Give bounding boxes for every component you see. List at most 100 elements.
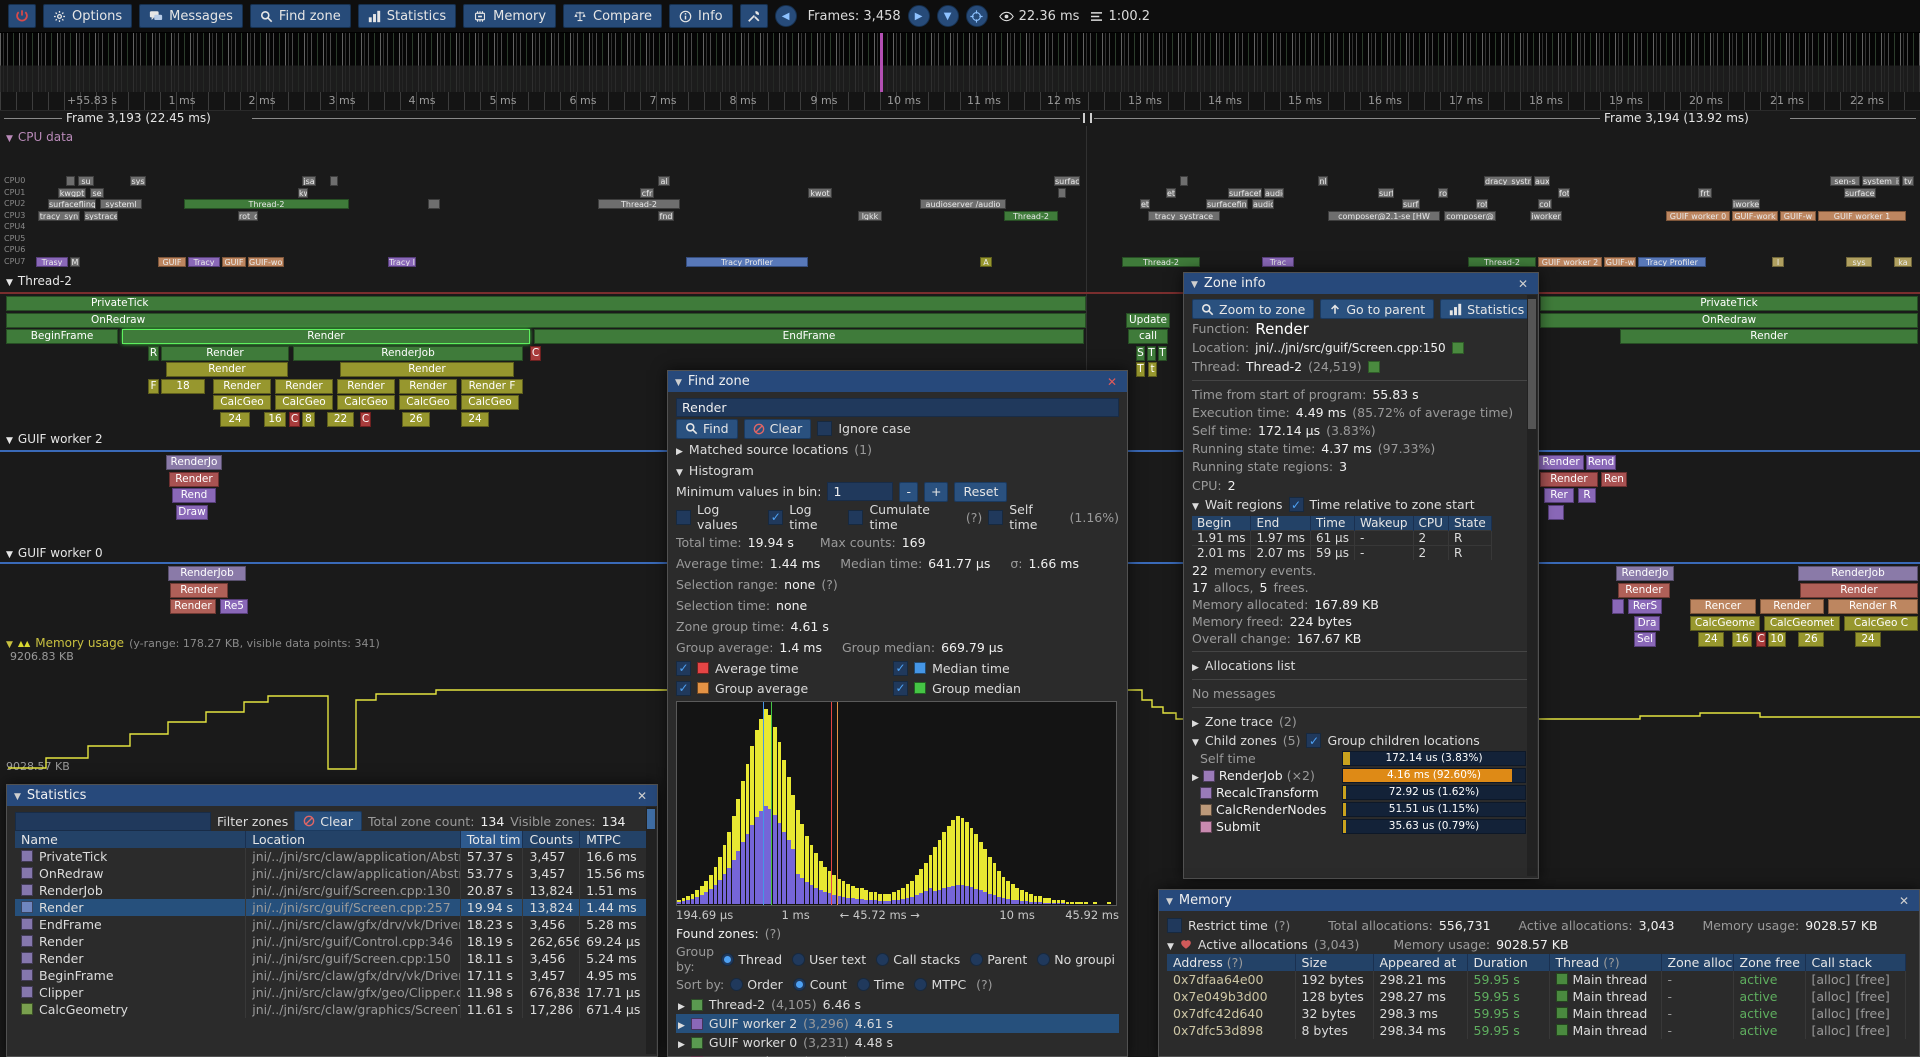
- cpu-zone-surfacefing[interactable]: surfacefing: [1844, 188, 1876, 198]
- found-zone-group-guif-worker-0[interactable]: GUIF worker 0(3,231)4.48 s: [676, 1033, 1119, 1052]
- thread-section-header-thread-2[interactable]: Thread-2: [6, 274, 72, 288]
- cpu-zone-tracy-systrace[interactable]: tracy_systrace: [1148, 211, 1220, 221]
- cpu-zone-su[interactable]: su: [78, 176, 94, 186]
- zone-unnamed[interactable]: [1612, 599, 1624, 614]
- zone-calcgeo[interactable]: CalcGeo: [461, 395, 519, 410]
- zone-r[interactable]: R: [148, 346, 159, 361]
- zone-render[interactable]: Render: [1540, 472, 1598, 487]
- cpu-zone-surfacefinger[interactable]: surfacefinger: [1206, 199, 1248, 209]
- expand-arrow-icon[interactable]: [678, 1035, 685, 1050]
- radio-sort-by-time[interactable]: Time: [857, 977, 905, 992]
- find-zone-titlebar[interactable]: Find zone ✕: [668, 371, 1127, 392]
- expand-arrow-icon[interactable]: [1192, 714, 1199, 729]
- cpu-zone-fnd[interactable]: fnd: [658, 211, 674, 221]
- table-row-onredraw[interactable]: OnRedrawjni/../jni/src/claw/application/…: [15, 865, 651, 882]
- cpu-zone-thread-2[interactable]: Thread-2: [1122, 257, 1200, 267]
- child-zone-row-calcrendernodes[interactable]: CalcRenderNodes51.51 us (1.15%): [1192, 801, 1530, 818]
- frame-bounds-bar[interactable]: Frame 3,193 (22.45 ms) Frame 3,194 (13.9…: [0, 110, 1920, 126]
- cpu-zone-guif-w[interactable]: GUIF-w: [1780, 211, 1816, 221]
- free-link[interactable]: [free]: [1855, 1023, 1889, 1038]
- sort-by-radio-icon[interactable]: [793, 978, 806, 991]
- found-zone-group-guif-worker-1[interactable]: GUIF worker 1(3,192)4.39 s: [676, 1052, 1119, 1057]
- zone-18[interactable]: 18: [161, 379, 205, 394]
- toolbar-button-compare[interactable]: Compare: [563, 4, 662, 28]
- found-zone-group-guif-worker-2[interactable]: GUIF worker 2(3,296)4.61 s: [676, 1014, 1119, 1033]
- cpu-zone-surfaceflinger[interactable]: surfaceflinger: [48, 199, 96, 209]
- zone-renderjo[interactable]: RenderJo: [1616, 566, 1674, 581]
- column-header-mtpc[interactable]: MTPC: [580, 831, 651, 848]
- cpu-zone-iworke[interactable]: iworke: [1732, 199, 1760, 209]
- cumulate-time-checkbox[interactable]: [848, 510, 863, 525]
- zone-renderjo[interactable]: RenderJo: [166, 455, 222, 470]
- alloc-link[interactable]: [alloc]: [1812, 972, 1851, 987]
- column-header-begin[interactable]: Begin: [1192, 516, 1251, 531]
- self-time-checkbox[interactable]: [988, 510, 1003, 525]
- cpu-zone-lgkk[interactable]: lgkk: [858, 211, 882, 221]
- toolbar-button-memory[interactable]: Memory: [463, 4, 556, 28]
- table-row-render[interactable]: Renderjni/../jni/src/guif/Screen.cpp:257…: [15, 899, 651, 916]
- cpu-zone-frt[interactable]: frt: [1698, 188, 1712, 198]
- cpu-zone-iworker[interactable]: iworker: [1530, 211, 1562, 221]
- alloc-link[interactable]: [alloc]: [1812, 1023, 1851, 1038]
- zone-rers[interactable]: RerS: [1628, 599, 1662, 614]
- cpu-zone-trasy[interactable]: Trasy: [36, 257, 68, 267]
- cpu-zone-fot[interactable]: fot: [1558, 188, 1570, 198]
- zone-24[interactable]: 24: [461, 412, 489, 427]
- cpu-zone-thread-2[interactable]: Thread-2: [1468, 257, 1536, 267]
- cpu-zone-tv[interactable]: tv: [1902, 176, 1914, 186]
- zone-render[interactable]: Render: [337, 379, 395, 394]
- cpu-zone-rot[interactable]: rot: [1476, 199, 1488, 209]
- cpu-zone-guif[interactable]: GUIF: [222, 257, 246, 267]
- cpu-zone-tracy-syn[interactable]: tracy_syn: [38, 211, 80, 221]
- sort-by-radio-icon[interactable]: [914, 978, 927, 991]
- zone-8[interactable]: 8: [302, 412, 315, 427]
- zone-ren[interactable]: Ren: [1601, 472, 1627, 487]
- zone-privatetick[interactable]: PrivateTick: [6, 296, 1086, 311]
- zone-info-scrollbar[interactable]: [1527, 295, 1537, 876]
- zone-calcgeo[interactable]: CalcGeo: [399, 395, 457, 410]
- cpu-zone-guif-work[interactable]: GUIF-work: [1732, 211, 1778, 221]
- allocation-row[interactable]: 0x7e049b3d00128 bytes298.27 ms59.95 sMai…: [1167, 988, 1905, 1005]
- zone-t[interactable]: T: [1158, 346, 1167, 361]
- table-row-endframe[interactable]: EndFramejni/../jni/src/claw/gfx/drv/vk/D…: [15, 916, 651, 933]
- toolbar-button-info[interactable]: Info: [669, 4, 733, 28]
- child-zone-row-renderjob[interactable]: RenderJob(×2)4.16 ms (92.60%): [1192, 767, 1530, 784]
- zone-16[interactable]: 16: [264, 412, 286, 427]
- cpu-zone-guif-worker-0[interactable]: GUIF worker 0: [1666, 211, 1730, 221]
- zone-endframe[interactable]: EndFrame: [534, 329, 1084, 344]
- next-frame-button[interactable]: ▶: [908, 5, 930, 27]
- legend-checkbox[interactable]: [893, 661, 908, 676]
- thread-section-header-guif-worker-2[interactable]: GUIF worker 2: [6, 432, 103, 446]
- expand-arrow-icon[interactable]: [678, 1016, 685, 1031]
- zone-calcgeo[interactable]: CalcGeo: [275, 395, 333, 410]
- statistics-titlebar[interactable]: Statistics ✕: [7, 785, 657, 806]
- zone-render[interactable]: Render: [170, 583, 228, 598]
- column-header-state[interactable]: State: [1448, 516, 1491, 531]
- zone-rencer[interactable]: Rencer: [1690, 599, 1756, 614]
- zone-location[interactable]: jni/../jni/src/guif/Screen.cpp:150: [1255, 341, 1446, 355]
- radio-group-by-no-groupi[interactable]: No groupi: [1037, 952, 1115, 967]
- table-row-calcgeometry[interactable]: CalcGeometryjni/../jni/src/claw/graphics…: [15, 1001, 651, 1018]
- collapse-arrow-icon[interactable]: [6, 274, 13, 288]
- zone-render[interactable]: Render: [170, 599, 216, 614]
- reset-button[interactable]: Reset: [954, 482, 1007, 502]
- child-zone-row-self-time[interactable]: Self time172.14 us (3.83%): [1192, 750, 1530, 767]
- zone-render-r[interactable]: Render R: [1828, 599, 1918, 614]
- group-children-checkbox[interactable]: [1306, 733, 1321, 748]
- cpu-zone-sen-s[interactable]: sen-s: [1830, 176, 1860, 186]
- column-header-location[interactable]: Location: [246, 831, 461, 848]
- prev-frame-button[interactable]: ◀: [775, 5, 797, 27]
- cpu-zone-guif-worker-2[interactable]: GUIF worker 2: [1538, 257, 1602, 267]
- cpu-zone-unnamed[interactable]: [1180, 176, 1188, 186]
- column-header-total-tim[interactable]: Total tim: [460, 831, 523, 848]
- cpu-zone-surfacel[interactable]: surfacel: [1054, 176, 1080, 186]
- cpu-zone-surfac[interactable]: surfac: [1402, 199, 1420, 209]
- zone-s[interactable]: S: [1136, 346, 1145, 361]
- go-to-parent-button[interactable]: Go to parent: [1320, 299, 1434, 319]
- cpu-zone-surfacefinger[interactable]: surfacefinger: [1228, 188, 1262, 198]
- zone-render[interactable]: Render: [161, 346, 289, 361]
- zone-render[interactable]: Render: [1538, 455, 1584, 470]
- close-icon[interactable]: ✕: [1896, 894, 1912, 908]
- cpu-zone-dracy-systraci[interactable]: dracy_systraci: [1484, 176, 1532, 186]
- zone-t[interactable]: T: [1136, 362, 1145, 377]
